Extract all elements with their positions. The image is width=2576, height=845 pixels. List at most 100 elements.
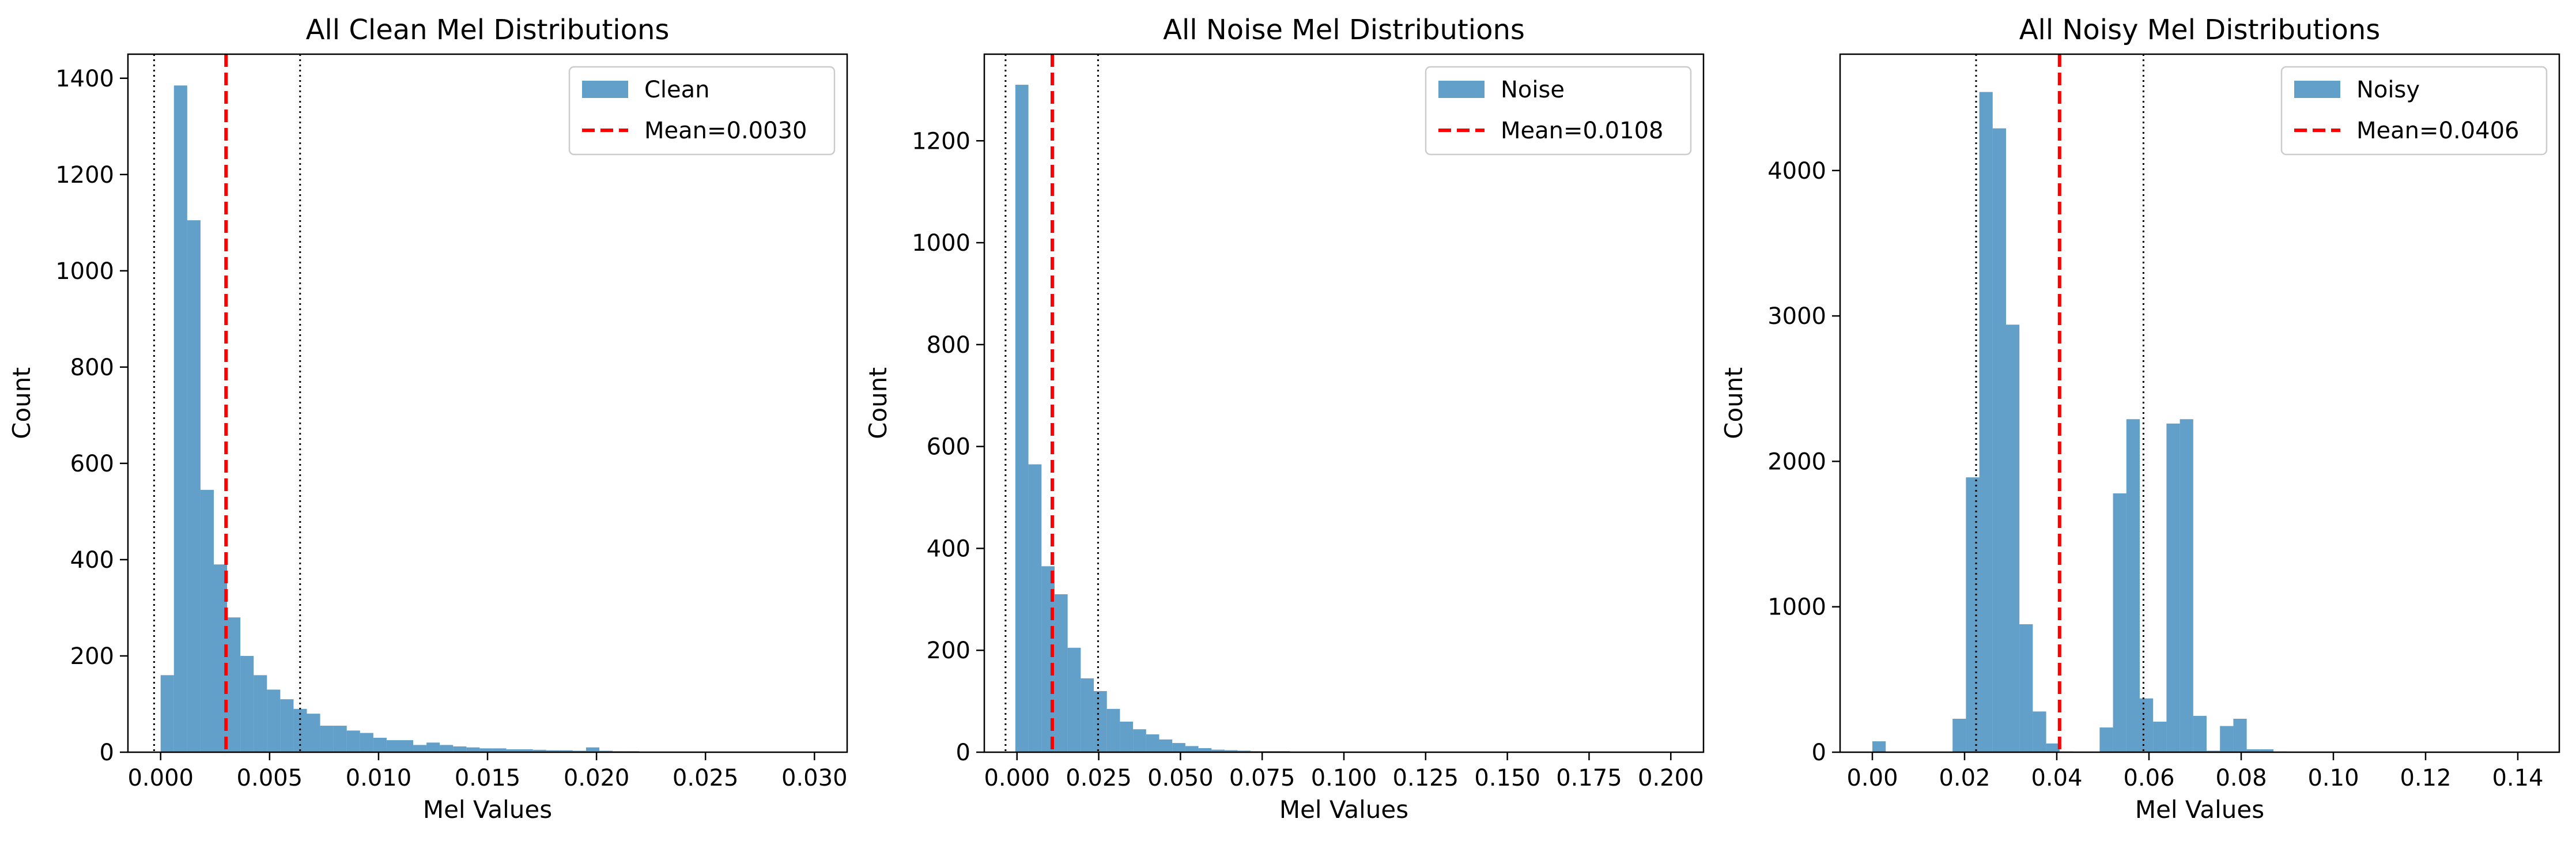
histogram-bar bbox=[160, 675, 174, 752]
legend-label-series: Noisy bbox=[2356, 77, 2420, 103]
x-tick-label: 0.020 bbox=[564, 765, 630, 791]
histogram-bar bbox=[1015, 85, 1029, 752]
histogram-bar bbox=[1172, 743, 1185, 752]
y-tick-label: 600 bbox=[927, 434, 970, 461]
x-tick-label: 0.030 bbox=[781, 765, 848, 791]
histogram-bar bbox=[1081, 678, 1094, 752]
histogram-bar bbox=[346, 730, 360, 752]
histogram-bar bbox=[453, 746, 467, 752]
histogram-bar bbox=[413, 745, 427, 752]
y-tick-label: 1400 bbox=[55, 66, 114, 92]
histogram-bar bbox=[293, 708, 307, 752]
histogram-bar bbox=[572, 750, 586, 752]
legend-swatch-bars bbox=[2294, 81, 2340, 98]
histogram-bar bbox=[1872, 741, 1886, 752]
y-tick-label: 200 bbox=[70, 643, 114, 670]
histogram-bar bbox=[240, 655, 254, 752]
legend: Noise Mean=0.0108 bbox=[1425, 66, 1692, 156]
x-tick-label: 0.10 bbox=[2307, 765, 2359, 791]
x-tick-label: 0.005 bbox=[237, 765, 303, 791]
histogram-bar bbox=[586, 747, 600, 752]
histogram-bar bbox=[1067, 647, 1081, 752]
histogram-bar bbox=[559, 750, 573, 752]
chart-title: All Noise Mel Distributions bbox=[1163, 14, 1525, 46]
y-axis-label: Count bbox=[1720, 367, 1748, 439]
histogram-bar bbox=[2099, 727, 2113, 752]
y-tick-label: 1200 bbox=[55, 162, 114, 188]
chart-panel-2: 0.000 0.025 0.050 0.075 0.100 0.125 0.150 0.175… bbox=[864, 14, 1705, 824]
histogram-bar bbox=[1106, 708, 1120, 752]
histogram-bars bbox=[1872, 92, 2541, 753]
histogram-bar bbox=[360, 733, 373, 752]
histogram-bar bbox=[307, 714, 320, 752]
x-tick-label: 0.025 bbox=[673, 765, 739, 791]
histogram-bar bbox=[1133, 729, 1146, 752]
histogram-bar bbox=[1992, 128, 2006, 753]
histogram-bar bbox=[519, 749, 533, 752]
histogram-bar bbox=[200, 489, 214, 752]
y-tick-label: 1000 bbox=[55, 258, 114, 285]
x-tick-label: 0.025 bbox=[1066, 765, 1132, 791]
histogram-bar bbox=[2220, 726, 2234, 752]
x-axis-label: Mel Values bbox=[423, 795, 552, 824]
histogram-bars bbox=[1015, 85, 1670, 752]
histogram-bar bbox=[320, 726, 334, 752]
histogram-bar bbox=[1198, 748, 1212, 752]
histogram-bar bbox=[426, 742, 440, 752]
histogram-bars bbox=[160, 85, 826, 752]
histogram-bar bbox=[2140, 698, 2154, 752]
y-tick-label: 1000 bbox=[1767, 594, 1826, 621]
chart-title: All Noisy Mel Distributions bbox=[2019, 14, 2381, 46]
histogram-bar bbox=[2033, 711, 2046, 752]
histogram-bar bbox=[227, 617, 241, 752]
legend-label-mean: Mean=0.0108 bbox=[1501, 118, 1663, 144]
x-axis-label: Mel Values bbox=[1279, 795, 1408, 824]
x-tick-label: 0.14 bbox=[2492, 765, 2543, 791]
histogram-bar bbox=[2260, 749, 2273, 752]
legend-label-mean: Mean=0.0030 bbox=[644, 118, 807, 144]
histogram-bar bbox=[399, 740, 414, 752]
y-tick-label: 4000 bbox=[1767, 158, 1826, 184]
histogram-bar bbox=[506, 749, 520, 752]
histogram-bar bbox=[2193, 715, 2207, 752]
histogram-bar bbox=[1224, 750, 1238, 752]
y-tick-label: 0 bbox=[100, 740, 114, 766]
chart-panel-1: 0.000 0.005 0.010 0.015 0.020 0.025 0.030 0 200 4… bbox=[7, 14, 848, 824]
histogram-bar bbox=[1028, 464, 1042, 752]
histogram-bar bbox=[466, 747, 480, 752]
histogram-bar bbox=[532, 749, 546, 752]
histogram-bar bbox=[373, 737, 387, 752]
chart-title: All Clean Mel Distributions bbox=[306, 14, 670, 46]
y-tick-label: 400 bbox=[70, 547, 114, 574]
y-tick-label: 0 bbox=[1812, 740, 1826, 766]
histogram-bar bbox=[599, 750, 613, 752]
y-tick-label: 2000 bbox=[1767, 448, 1826, 475]
y-tick-label: 600 bbox=[70, 451, 114, 477]
y-tick-label: 400 bbox=[927, 535, 970, 562]
axes-frame bbox=[1839, 53, 2560, 753]
x-tick-label: 0.200 bbox=[1638, 765, 1704, 791]
y-axis-label: Count bbox=[7, 367, 36, 439]
histogram-bar bbox=[1094, 691, 1107, 752]
histogram-bar bbox=[1159, 739, 1173, 752]
histogram-bar bbox=[2207, 750, 2220, 752]
x-tick-label: 0.000 bbox=[984, 765, 1050, 791]
histogram-bar bbox=[2126, 419, 2140, 752]
histogram-bar bbox=[2180, 419, 2193, 752]
y-tick-label: 800 bbox=[927, 332, 970, 359]
legend-label-series: Noise bbox=[1501, 77, 1565, 103]
y-tick-label: 3000 bbox=[1767, 303, 1826, 330]
histogram-bar bbox=[2246, 749, 2260, 752]
histogram-bar bbox=[2046, 743, 2060, 752]
histogram-bar bbox=[267, 689, 281, 752]
legend: Noisy Mean=0.0406 bbox=[2280, 66, 2548, 156]
legend-swatch-bars bbox=[582, 81, 628, 98]
y-tick-label: 200 bbox=[927, 637, 970, 664]
histogram-bar bbox=[1952, 718, 1966, 752]
histogram-bar bbox=[493, 748, 507, 752]
legend: Clean Mean=0.0030 bbox=[568, 66, 836, 156]
legend-box bbox=[2280, 66, 2548, 156]
histogram-bar bbox=[1146, 734, 1159, 752]
legend-label-series: Clean bbox=[644, 77, 710, 103]
histogram-bar bbox=[440, 745, 454, 752]
